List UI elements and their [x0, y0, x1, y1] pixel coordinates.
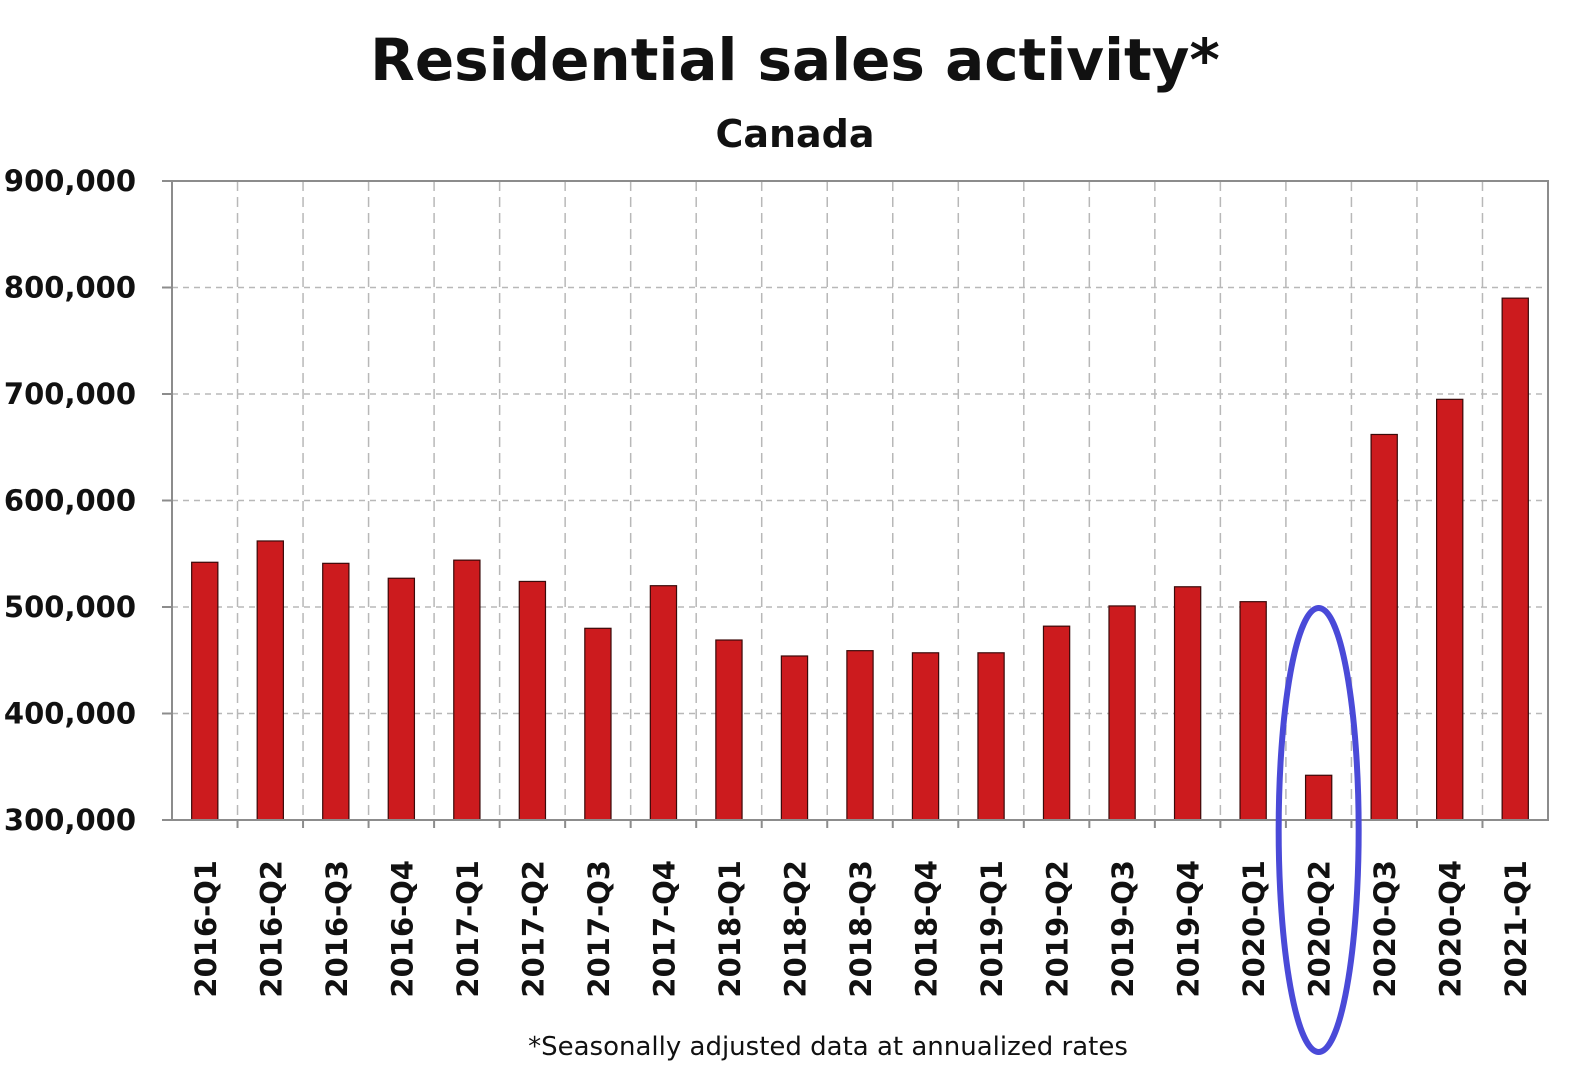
x-tick-label: 2019-Q1	[975, 860, 1009, 998]
bar-2019-Q2	[1042, 625, 1071, 821]
x-tick-label: 2020-Q2	[1303, 860, 1337, 998]
bars	[191, 297, 1529, 821]
x-tick-label: 2016-Q3	[320, 860, 354, 998]
x-tick-label: 2019-Q4	[1172, 860, 1206, 998]
x-tick-label: 2020-Q3	[1368, 860, 1402, 998]
bar-2018-Q3	[846, 650, 874, 821]
bar-2016-Q4	[387, 577, 416, 821]
bar-2016-Q3	[322, 562, 350, 821]
chart-subtitle: Canada	[715, 112, 874, 156]
y-tick-label: 800,000	[4, 271, 136, 305]
y-tick-label: 700,000	[4, 377, 136, 411]
bar-2021-Q1	[1501, 297, 1529, 821]
y-tick-label: 500,000	[4, 590, 136, 624]
bar-2020-Q1	[1239, 601, 1267, 821]
x-tick-label: 2018-Q3	[844, 860, 878, 998]
y-tick-label: 600,000	[4, 484, 136, 518]
x-tick-label: 2016-Q4	[385, 860, 419, 998]
x-tick-label: 2018-Q1	[713, 860, 747, 998]
bar-2020-Q4	[1436, 398, 1464, 821]
bar-2017-Q3	[584, 627, 612, 821]
y-tick-label: 900,000	[4, 164, 136, 198]
highlight-ellipse	[1275, 605, 1362, 1055]
x-tick-label: 2018-Q2	[778, 860, 812, 998]
bar-2016-Q2	[256, 540, 284, 821]
x-tick-label: 2017-Q4	[647, 860, 681, 998]
bar-2016-Q1	[191, 561, 219, 821]
x-tick-label: 2017-Q1	[451, 860, 485, 998]
bar-2017-Q1	[453, 559, 481, 821]
x-tick-label: 2021-Q1	[1499, 860, 1533, 998]
bar-2017-Q4	[649, 585, 678, 821]
x-tick-label: 2017-Q3	[582, 860, 616, 998]
y-tick-label: 300,000	[4, 803, 136, 837]
chart-title: Residential sales activity*	[370, 26, 1220, 94]
footnote: *Seasonally adjusted data at annualized …	[528, 1032, 1128, 1062]
bar-2019-Q3	[1108, 605, 1136, 821]
bar-2018-Q4	[911, 652, 940, 821]
bar-2020-Q2	[1304, 774, 1333, 821]
bar-2019-Q1	[977, 652, 1005, 821]
x-tick-label: 2019-Q2	[1041, 860, 1075, 998]
x-tick-label: 2017-Q2	[516, 860, 550, 998]
plot-frame	[171, 180, 1549, 821]
bar-2017-Q2	[518, 580, 547, 821]
bar-2020-Q3	[1370, 433, 1398, 821]
x-tick-label: 2016-Q1	[189, 860, 223, 998]
x-tick-label: 2016-Q2	[254, 860, 288, 998]
x-tick-label: 2020-Q4	[1434, 860, 1468, 998]
x-tick-label: 2020-Q1	[1237, 860, 1271, 998]
x-tick-label: 2018-Q4	[910, 860, 944, 998]
bar-2018-Q2	[780, 655, 809, 821]
x-axis-ticks: 2016-Q1 2016-Q2 2016-Q3 2016-Q4 2017-Q1 2017-…	[189, 820, 1533, 998]
bar-2019-Q4	[1173, 586, 1202, 821]
bar-2018-Q1	[715, 639, 743, 821]
y-tick-label: 400,000	[4, 697, 136, 731]
y-axis-ticks: 300,000 400,000 500,000 600,000 700,000 800,0…	[4, 164, 172, 837]
x-tick-label: 2019-Q3	[1106, 860, 1140, 998]
